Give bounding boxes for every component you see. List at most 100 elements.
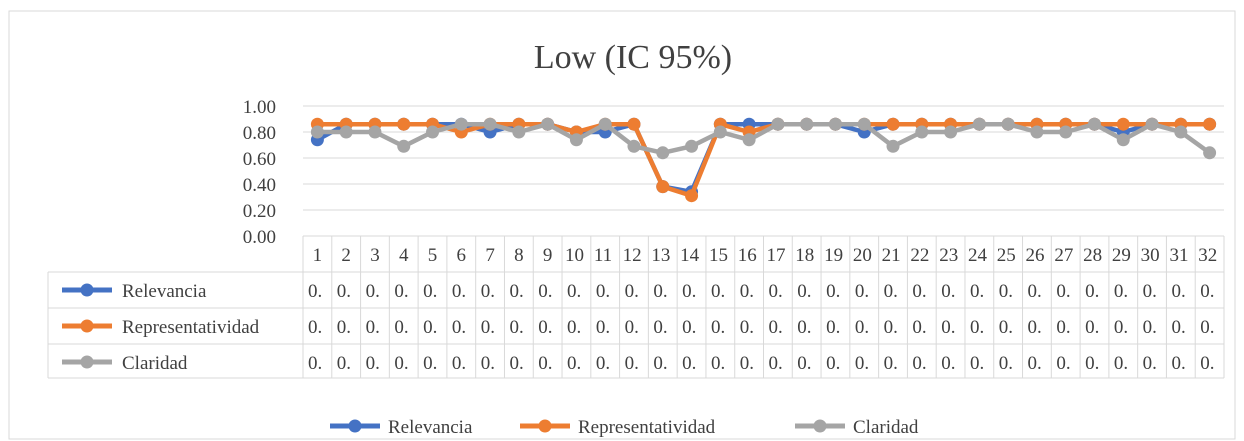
table-legend-key-marker [80,283,94,297]
table-cell-value: 0. [452,317,466,338]
table-legend-key-marker [80,355,94,369]
category-cell-label: 5 [428,245,438,266]
table-cell-value: 0. [653,317,667,338]
category-cell-label: 1 [313,245,323,266]
table-cell-value: 0. [941,317,955,338]
category-cell-label: 12 [623,245,642,266]
table-cell-value: 0. [797,281,811,302]
data-point [1116,133,1130,147]
table-cell-value: 0. [970,353,984,374]
table-cell-value: 0. [711,353,725,374]
table-cell-value: 0. [308,353,322,374]
legend-label: Relevancia [388,417,473,438]
table-cell-value: 0. [509,281,523,302]
category-cell-label: 10 [565,245,584,266]
category-cell-label: 19 [824,245,843,266]
category-cell-label: 30 [1141,245,1160,266]
data-table: 1 2 3 4 5 6 7 8 9 10 11 12 13 14 15 16 17 18 19 20 21 22 23 24 2… [47,235,1225,379]
table-cell-value: 0. [682,353,696,374]
data-point [915,125,929,139]
table-cell-value: 0. [797,317,811,338]
data-point [1001,117,1015,131]
data-point [1145,117,1159,131]
table-cell-value: 0. [826,353,840,374]
table-cell-value: 0. [970,317,984,338]
table-cell-value: 0. [941,353,955,374]
table-cell-value: 0. [337,281,351,302]
y-tick-label: 0.00 [243,227,276,248]
table-cell-value: 0. [769,317,783,338]
table-cell-value: 0. [625,281,639,302]
data-point [972,117,986,131]
category-cell-label: 23 [939,245,958,266]
table-cell-value: 0. [538,317,552,338]
chart-border [8,10,1236,440]
table-cell-value: 0. [423,353,437,374]
table-cell-value: 0. [394,281,408,302]
gridlines: 0.00 0.20 0.40 0.60 0.80 1.00 [243,97,1224,248]
table-cell-value: 0. [682,317,696,338]
table-cell-value: 0. [740,317,754,338]
table-cell-value: 0. [596,353,610,374]
table-cell-value: 0. [1056,281,1070,302]
data-point [426,125,440,139]
table-cell-value: 0. [1143,317,1157,338]
table-cell-value: 0. [884,317,898,338]
table-cell-value: 0. [1143,281,1157,302]
table-cell-value: 0. [452,281,466,302]
table-cell-value: 0. [423,317,437,338]
table-cell-value: 0. [1028,353,1042,374]
table-cell-value: 0. [711,281,725,302]
legend-label: Claridad [853,417,919,438]
data-point [800,117,814,131]
table-cell-value: 0. [1200,353,1214,374]
table-cell-value: 0. [1171,281,1185,302]
y-tick-label: 0.80 [243,123,276,144]
table-cell-value: 0. [1114,281,1128,302]
category-cell-label: 29 [1112,245,1131,266]
table-cell-value: 0. [884,281,898,302]
table-cell-value: 0. [740,281,754,302]
table-cell-value: 0. [653,353,667,374]
table-cell-value: 0. [653,281,667,302]
category-cell-label: 24 [968,245,988,266]
table-legend-key-marker [80,319,94,333]
data-point [627,117,641,131]
data-point [1030,125,1044,139]
table-cell-value: 0. [912,281,926,302]
table-cell-value: 0. [1028,281,1042,302]
category-cell-label: 26 [1026,245,1045,266]
category-cell-label: 27 [1054,245,1073,266]
table-cell-value: 0. [366,281,380,302]
table-cell-value: 0. [970,281,984,302]
table-cell-value: 0. [509,353,523,374]
category-cell-label: 8 [514,245,524,266]
table-cell-value: 0. [912,317,926,338]
table-cell-value: 0. [509,317,523,338]
category-cell-label: 20 [853,245,872,266]
legend-key-marker [813,419,827,433]
data-point [857,117,871,131]
legend: Relevancia Representatividad Claridad [330,417,919,438]
table-cell-value: 0. [855,281,869,302]
table-cell-value: 0. [481,281,495,302]
table-cell-value: 0. [567,317,581,338]
table-cell-value: 0. [769,353,783,374]
category-cell-label: 4 [399,245,409,266]
data-point [685,139,699,153]
table-cell-value: 0. [1114,317,1128,338]
data-point [944,125,958,139]
category-cell-label: 9 [543,245,553,266]
category-cell-label: 17 [767,245,786,266]
data-point [483,117,497,131]
table-cell-value: 0. [1143,353,1157,374]
table-cell-value: 0. [941,281,955,302]
table-cell-value: 0. [797,353,811,374]
data-point [598,117,612,131]
table-cell-value: 0. [1028,317,1042,338]
data-point [454,117,468,131]
table-cell-value: 0. [682,281,696,302]
table-cell-value: 0. [884,353,898,374]
data-point [886,117,900,131]
